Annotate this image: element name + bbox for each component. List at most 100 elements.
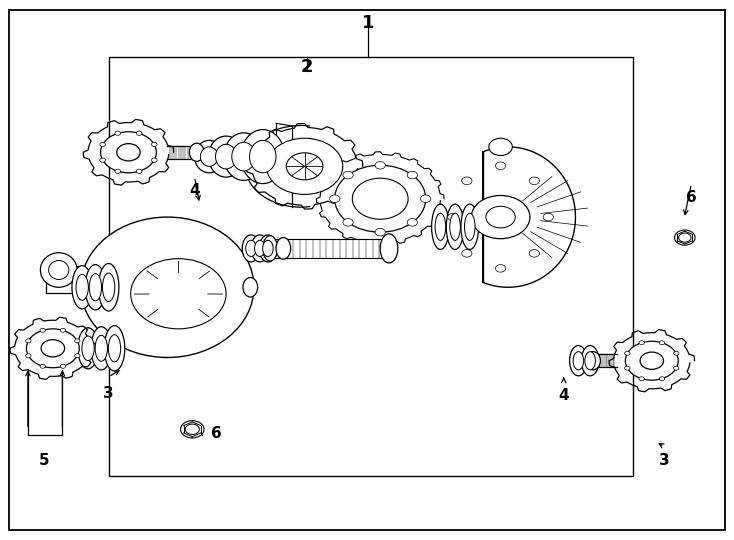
Text: 3: 3: [659, 453, 669, 468]
Circle shape: [375, 161, 385, 169]
Polygon shape: [46, 266, 82, 293]
Circle shape: [486, 206, 515, 228]
Ellipse shape: [255, 240, 265, 256]
Text: 1: 1: [362, 14, 375, 32]
Ellipse shape: [573, 352, 584, 370]
Text: 6: 6: [211, 426, 222, 441]
Circle shape: [41, 340, 65, 357]
Ellipse shape: [78, 328, 98, 369]
Ellipse shape: [208, 136, 244, 177]
Ellipse shape: [103, 273, 115, 301]
Circle shape: [26, 329, 79, 368]
Circle shape: [674, 366, 679, 370]
Circle shape: [181, 421, 204, 438]
Circle shape: [375, 228, 385, 236]
Circle shape: [131, 259, 226, 329]
Circle shape: [26, 339, 31, 343]
Circle shape: [675, 230, 695, 245]
Circle shape: [40, 328, 46, 332]
Circle shape: [100, 158, 106, 162]
Ellipse shape: [435, 213, 446, 240]
Ellipse shape: [380, 234, 398, 263]
Circle shape: [101, 132, 156, 173]
Text: 3: 3: [103, 386, 114, 401]
Circle shape: [60, 364, 65, 368]
Circle shape: [407, 171, 418, 179]
Circle shape: [529, 177, 539, 185]
Ellipse shape: [250, 140, 276, 173]
Circle shape: [115, 169, 120, 173]
Circle shape: [330, 195, 340, 202]
Ellipse shape: [570, 346, 587, 376]
Circle shape: [448, 213, 458, 221]
Ellipse shape: [585, 352, 595, 370]
Circle shape: [343, 219, 353, 226]
Circle shape: [462, 177, 472, 185]
Circle shape: [659, 341, 664, 345]
Circle shape: [117, 144, 140, 161]
Text: 6: 6: [686, 190, 697, 205]
Ellipse shape: [48, 260, 69, 280]
Polygon shape: [483, 147, 575, 287]
Polygon shape: [593, 354, 617, 367]
Ellipse shape: [251, 235, 269, 262]
Circle shape: [137, 131, 142, 136]
Ellipse shape: [263, 236, 277, 261]
Circle shape: [639, 341, 644, 345]
Ellipse shape: [85, 265, 106, 310]
Circle shape: [137, 169, 142, 173]
Text: 4: 4: [189, 183, 200, 198]
Circle shape: [151, 158, 157, 162]
Ellipse shape: [242, 235, 260, 262]
Ellipse shape: [98, 264, 119, 311]
Circle shape: [266, 138, 343, 194]
Circle shape: [335, 165, 426, 232]
Ellipse shape: [241, 130, 285, 184]
Ellipse shape: [216, 144, 236, 169]
Circle shape: [286, 153, 323, 180]
Circle shape: [60, 328, 65, 332]
Circle shape: [495, 265, 506, 272]
Ellipse shape: [446, 204, 464, 249]
Polygon shape: [270, 239, 389, 258]
Bar: [109, 57, 633, 476]
Circle shape: [659, 377, 664, 381]
Text: 2: 2: [300, 58, 313, 76]
Circle shape: [185, 424, 200, 435]
Ellipse shape: [40, 253, 77, 287]
Ellipse shape: [246, 240, 256, 256]
Circle shape: [640, 352, 664, 369]
Ellipse shape: [90, 274, 101, 301]
Text: 4: 4: [559, 388, 569, 403]
Ellipse shape: [104, 326, 125, 371]
Circle shape: [639, 377, 644, 381]
Text: 5: 5: [39, 453, 49, 468]
Polygon shape: [245, 125, 310, 207]
Circle shape: [407, 219, 418, 226]
Ellipse shape: [432, 204, 449, 249]
Circle shape: [489, 138, 512, 156]
Ellipse shape: [263, 240, 273, 256]
Ellipse shape: [243, 278, 258, 297]
Ellipse shape: [82, 336, 94, 361]
Circle shape: [529, 249, 539, 257]
Ellipse shape: [91, 327, 112, 370]
Circle shape: [495, 162, 506, 170]
Circle shape: [40, 364, 46, 368]
Circle shape: [151, 143, 157, 146]
Ellipse shape: [109, 335, 120, 362]
Circle shape: [26, 354, 31, 357]
Circle shape: [543, 213, 553, 221]
Circle shape: [462, 249, 472, 257]
Ellipse shape: [276, 238, 291, 259]
Ellipse shape: [76, 274, 88, 300]
Circle shape: [75, 339, 80, 343]
Circle shape: [674, 352, 679, 355]
Polygon shape: [167, 146, 197, 159]
Circle shape: [352, 178, 408, 219]
Circle shape: [100, 143, 106, 146]
Ellipse shape: [195, 140, 224, 173]
Circle shape: [421, 195, 431, 202]
Ellipse shape: [200, 147, 218, 166]
Ellipse shape: [189, 143, 204, 161]
